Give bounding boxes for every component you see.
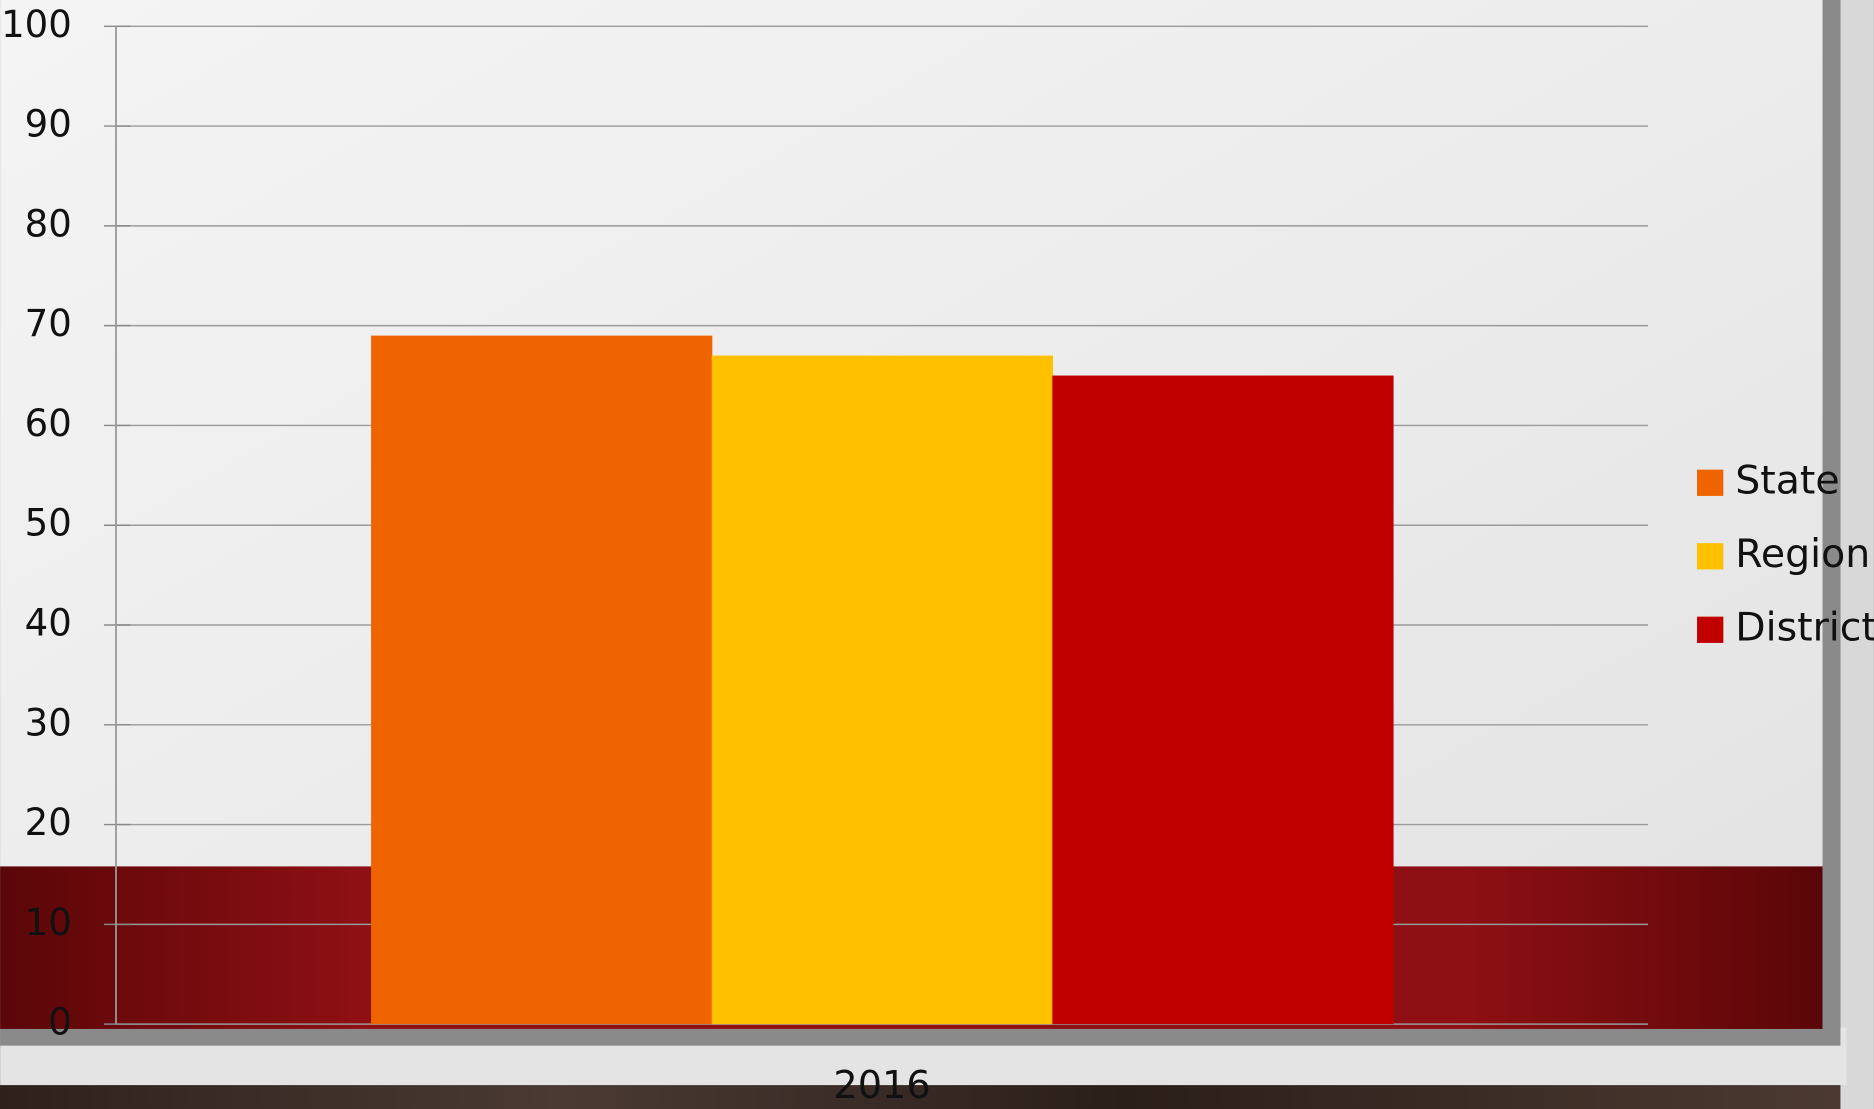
y-tick-label: 30: [25, 701, 72, 744]
legend-label: State: [1735, 457, 1839, 503]
legend-swatch: [1697, 616, 1724, 643]
y-tick-label: 80: [25, 202, 72, 245]
bar: [711, 355, 1053, 1025]
y-tick-label: 20: [25, 801, 72, 844]
y-tick-label: 70: [25, 302, 72, 345]
frame-edge: [1840, 0, 1874, 1109]
y-tick-label: 50: [25, 502, 72, 545]
legend-swatch: [1697, 469, 1724, 496]
x-tick-label: 2016: [833, 1064, 930, 1108]
y-tick-label: 90: [25, 103, 72, 146]
legend-label: District: [1735, 604, 1874, 650]
y-tick-label: 100: [1, 3, 72, 46]
bar: [1052, 375, 1394, 1025]
legend-label: Region: [1735, 531, 1870, 577]
y-tick-label: 60: [25, 402, 72, 445]
plot-area: 0 10 20 30 40 50 60 70 80 90 100 2016 State Region Dis…: [1, 3, 1874, 1108]
y-tick-label: 0: [48, 1001, 72, 1044]
y-tick-label: 10: [25, 901, 72, 944]
bar: [371, 335, 713, 1025]
legend-swatch: [1697, 543, 1724, 570]
y-tick-label: 40: [25, 602, 72, 645]
